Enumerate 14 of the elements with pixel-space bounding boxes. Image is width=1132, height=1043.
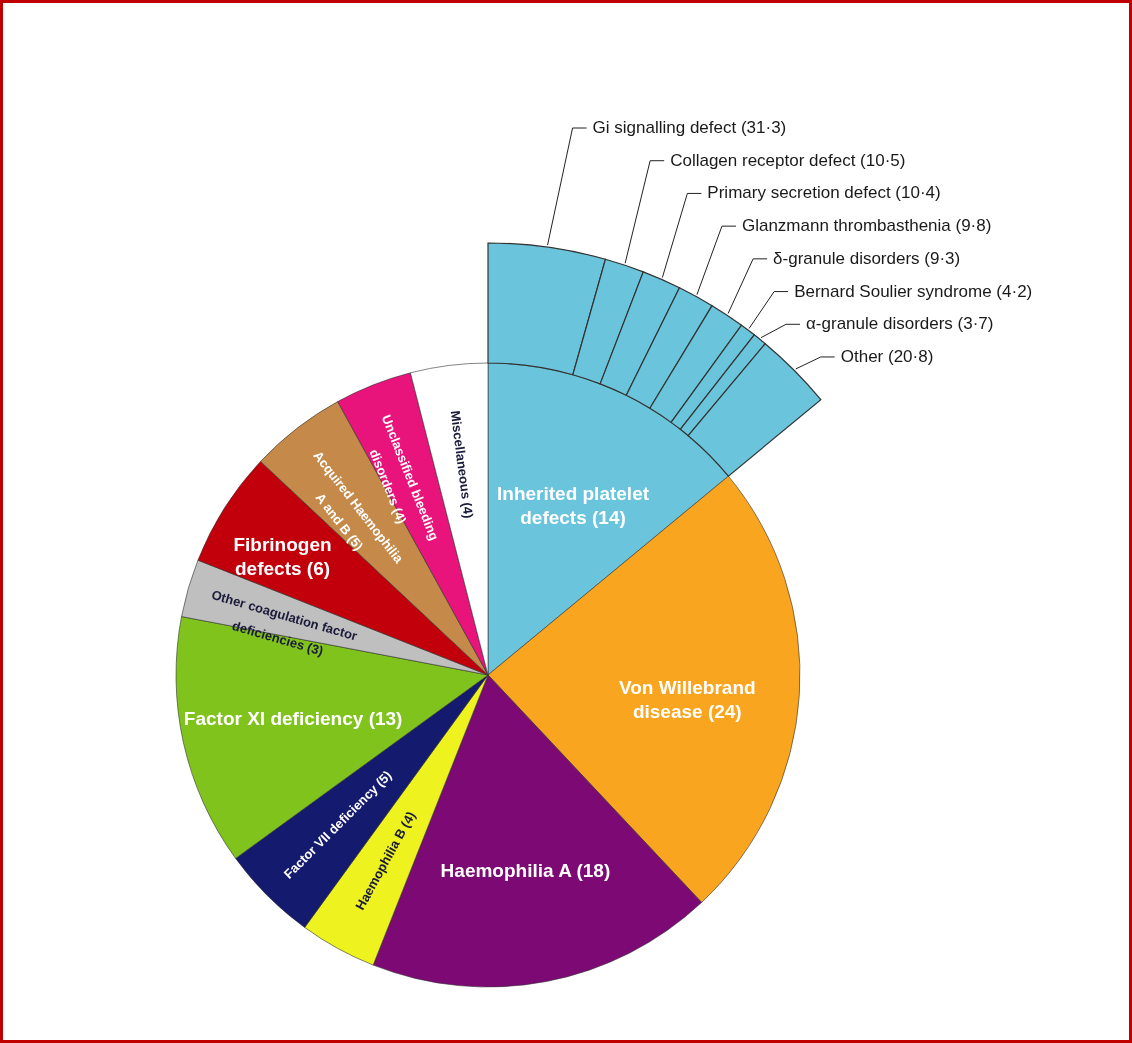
slice-label: Von Willebrand disease (24) (618, 676, 756, 722)
slice-label: Factor XI deficiency (13) (183, 707, 403, 729)
slice-label: Primary secretion defect (10·4) (707, 183, 941, 203)
slice-label: Glanzmann thrombasthenia (9·8) (741, 216, 992, 236)
slice-label: Haemophilia A (18) (440, 860, 611, 882)
slice-label: δ-granule disorders (9·3) (773, 248, 961, 268)
slice-label: Collagen receptor defect (10·5) (670, 150, 906, 170)
slice-label: Fibrinogen defects (6) (233, 533, 332, 579)
slice-label: α-granule disorders (3·7) (806, 314, 994, 334)
slice-label: Gi signalling defect (31·3) (592, 118, 787, 137)
slice-label: Miscellaneous (4) (447, 409, 477, 520)
slice-label: Inherited platelet defects (14) (497, 483, 650, 529)
slice-label: Bernard Soulier syndrome (4·2) (794, 281, 1033, 301)
slice-label: Other (20·8) (840, 346, 934, 366)
